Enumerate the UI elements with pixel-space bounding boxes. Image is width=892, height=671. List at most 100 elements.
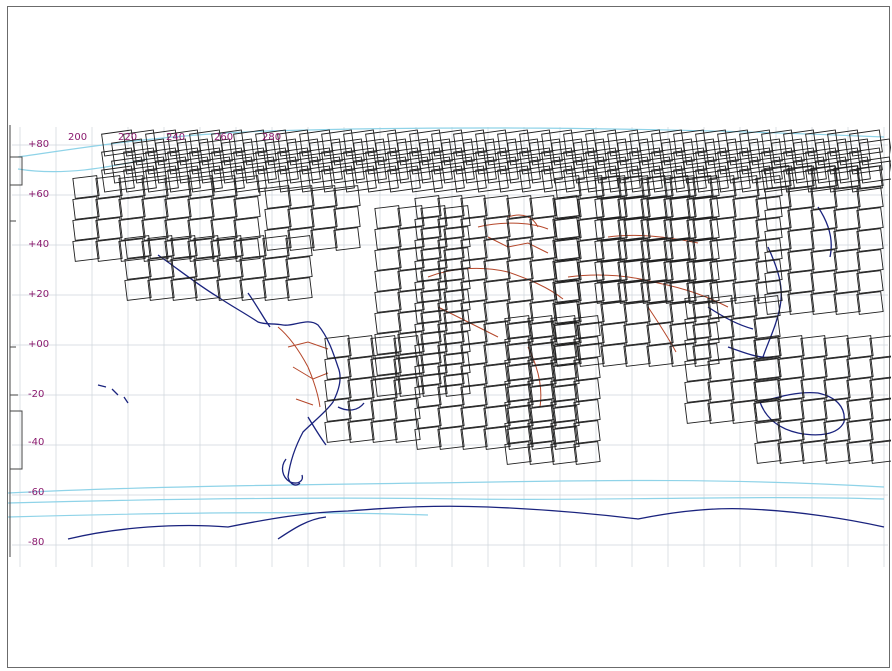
footprint-box <box>233 147 267 175</box>
footprint-box <box>527 315 555 339</box>
footprint-box <box>285 256 313 280</box>
footprint-box <box>692 259 720 283</box>
footprint-box <box>393 377 421 401</box>
footprint-box <box>239 235 267 259</box>
footprint-box <box>216 235 244 259</box>
footprint-box <box>211 147 245 175</box>
footprint-box <box>506 405 534 429</box>
footprint-box <box>823 356 851 380</box>
footprint-box <box>600 343 628 367</box>
footprint-box <box>833 207 861 231</box>
footprint-box <box>299 147 333 175</box>
footprint-box <box>299 129 333 157</box>
footprint-box <box>370 377 398 401</box>
footprint-box <box>692 196 720 220</box>
footprint-box <box>787 165 815 189</box>
footprint-box <box>849 129 883 157</box>
longitude-label: 220 <box>118 132 137 143</box>
footprint-box <box>577 196 605 220</box>
footprint-box <box>777 356 805 380</box>
footprint-box <box>577 301 605 325</box>
footprint-box <box>640 238 668 262</box>
footprint-box <box>684 295 712 319</box>
footprint-box <box>393 335 421 359</box>
footprint-box <box>709 238 737 262</box>
footprint-box <box>72 217 100 241</box>
footprint-box <box>483 384 511 408</box>
footprint-box <box>732 280 760 304</box>
footprint-box <box>506 279 534 303</box>
footprint-box <box>475 165 509 193</box>
footprint-box <box>869 398 891 422</box>
footprint-box <box>527 441 555 465</box>
footprint-box <box>617 259 645 283</box>
footprint-box <box>453 147 487 175</box>
footprint-box <box>529 195 557 219</box>
footprint-box <box>563 147 597 175</box>
footprint-box <box>684 337 712 361</box>
footprint-box <box>800 440 828 464</box>
footprint-box <box>732 217 760 241</box>
footprint-box <box>646 322 674 346</box>
footprint-box <box>573 357 601 381</box>
footprint-box <box>147 256 175 280</box>
footprint-box <box>124 235 152 259</box>
footprint-box <box>673 129 707 157</box>
footprint-box <box>187 196 215 220</box>
footprint-box <box>123 147 157 175</box>
footprint-box <box>669 301 697 325</box>
footprint-box <box>833 186 861 210</box>
footprint-box <box>299 165 333 193</box>
footprint-box <box>414 426 442 450</box>
footprint-box <box>374 331 402 355</box>
world-map-footprints: 200 220 240 260 280 +80 +60 +40 +20 +00 -20 -40 -60… <box>8 125 891 567</box>
footprint-box <box>437 279 465 303</box>
footprint-box <box>692 343 720 367</box>
footprint-box <box>755 196 783 220</box>
footprint-box <box>810 186 838 210</box>
footprint-box <box>651 129 685 157</box>
footprint-box <box>623 217 651 241</box>
footprint-box <box>707 337 735 361</box>
footprint-box <box>164 217 192 241</box>
footprint-box <box>646 280 674 304</box>
footprint-box <box>787 186 815 210</box>
footprint-box <box>211 165 245 193</box>
footprint-box <box>810 165 838 189</box>
footprint-box <box>686 196 714 220</box>
footprint-box <box>285 277 313 301</box>
footprint-box <box>617 196 645 220</box>
footprint-box <box>823 440 851 464</box>
footprint-box <box>506 426 534 450</box>
footprint-box <box>859 156 891 184</box>
footprint-box <box>506 216 534 240</box>
footprint-box <box>707 358 735 382</box>
footprint-box <box>527 420 555 444</box>
footprint-box <box>573 315 601 339</box>
footprint-box <box>663 217 691 241</box>
footprint-box <box>216 256 244 280</box>
footprint-box <box>147 277 175 301</box>
footprint-box <box>72 175 100 199</box>
footprint-box <box>321 147 355 175</box>
footprint-box <box>730 400 758 424</box>
footprint-box <box>72 196 100 220</box>
footprint-box <box>504 441 532 465</box>
footprint-box <box>141 217 169 241</box>
footprint-box <box>164 196 192 220</box>
footprint-box <box>823 398 851 422</box>
footprint-box <box>233 217 261 241</box>
footprint-box <box>437 258 465 282</box>
footprint-box <box>684 400 712 424</box>
footprint-box <box>623 196 651 220</box>
footprint-box <box>310 227 338 251</box>
footprint-box <box>692 238 720 262</box>
footprint-box <box>414 321 442 345</box>
footprint-box <box>856 228 884 252</box>
footprint-box <box>859 138 891 166</box>
footprint-box <box>577 343 605 367</box>
footprint-box <box>764 186 792 210</box>
footprint-box <box>823 419 851 443</box>
footprint-box <box>504 420 532 444</box>
footprint-box <box>529 279 557 303</box>
